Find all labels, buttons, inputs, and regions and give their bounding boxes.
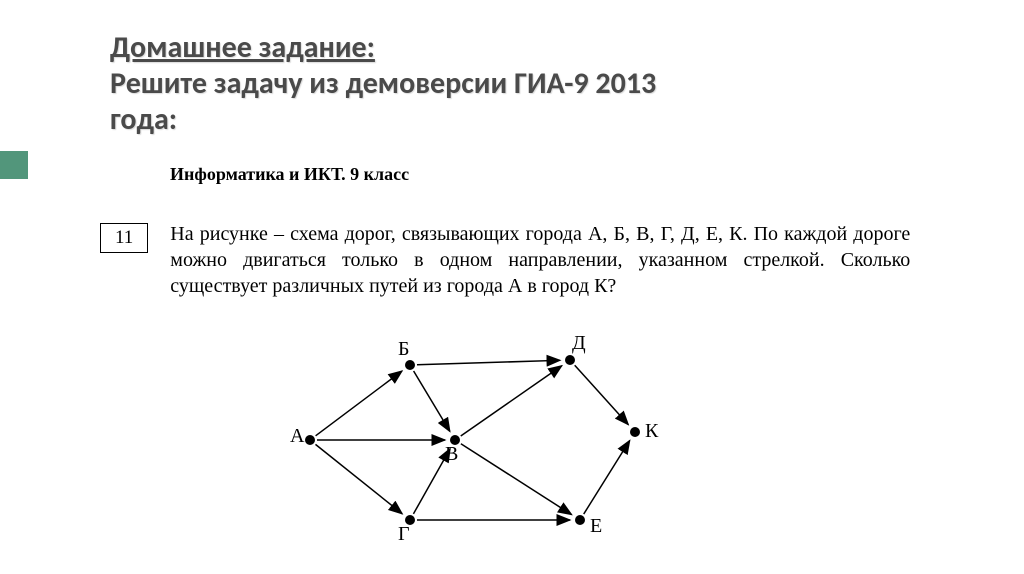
title-block: Домашнее задание: Решите задачу из демов… bbox=[110, 30, 974, 138]
edge-E-K bbox=[584, 440, 630, 514]
task-text: На рисунке – схема дорог, связывающих го… bbox=[170, 221, 910, 299]
subject-label: Информатика и ИКТ. 9 класс bbox=[100, 164, 994, 185]
node-A bbox=[305, 435, 315, 445]
title-line-2: Решите задачу из демоверсии ГИА-9 2013 bbox=[110, 66, 974, 102]
node-label-B: Б bbox=[398, 338, 409, 361]
node-B bbox=[405, 360, 415, 370]
edge-V-E bbox=[461, 444, 572, 515]
node-label-G: Г bbox=[398, 523, 410, 546]
graph-diagram: А Б В Г Д Е К bbox=[290, 330, 690, 550]
node-K bbox=[630, 427, 640, 437]
title-line-1: Домашнее задание: bbox=[110, 30, 974, 66]
node-label-A: А bbox=[290, 425, 304, 448]
content-area: Информатика и ИКТ. 9 класс 11 На рисунке… bbox=[100, 164, 994, 299]
node-D bbox=[565, 355, 575, 365]
edge-V-D bbox=[461, 366, 562, 436]
slide-content: Домашнее задание: Решите задачу из демов… bbox=[0, 0, 1024, 138]
task-row: 11 На рисунке – схема дорог, связывающих… bbox=[100, 221, 994, 299]
graph-svg bbox=[290, 330, 690, 550]
node-label-V: В bbox=[445, 443, 458, 466]
accent-bar bbox=[0, 151, 28, 179]
edge-A-G bbox=[315, 444, 402, 513]
edge-B-D bbox=[417, 360, 560, 364]
edge-A-B bbox=[316, 371, 402, 436]
node-label-K: К bbox=[645, 420, 658, 443]
title-line-3: года: bbox=[110, 102, 974, 138]
node-label-E: Е bbox=[590, 515, 602, 538]
node-E bbox=[575, 515, 585, 525]
node-label-D: Д bbox=[572, 332, 586, 355]
task-number: 11 bbox=[100, 223, 148, 253]
edge-D-K bbox=[575, 365, 629, 424]
edge-B-V bbox=[414, 371, 450, 431]
